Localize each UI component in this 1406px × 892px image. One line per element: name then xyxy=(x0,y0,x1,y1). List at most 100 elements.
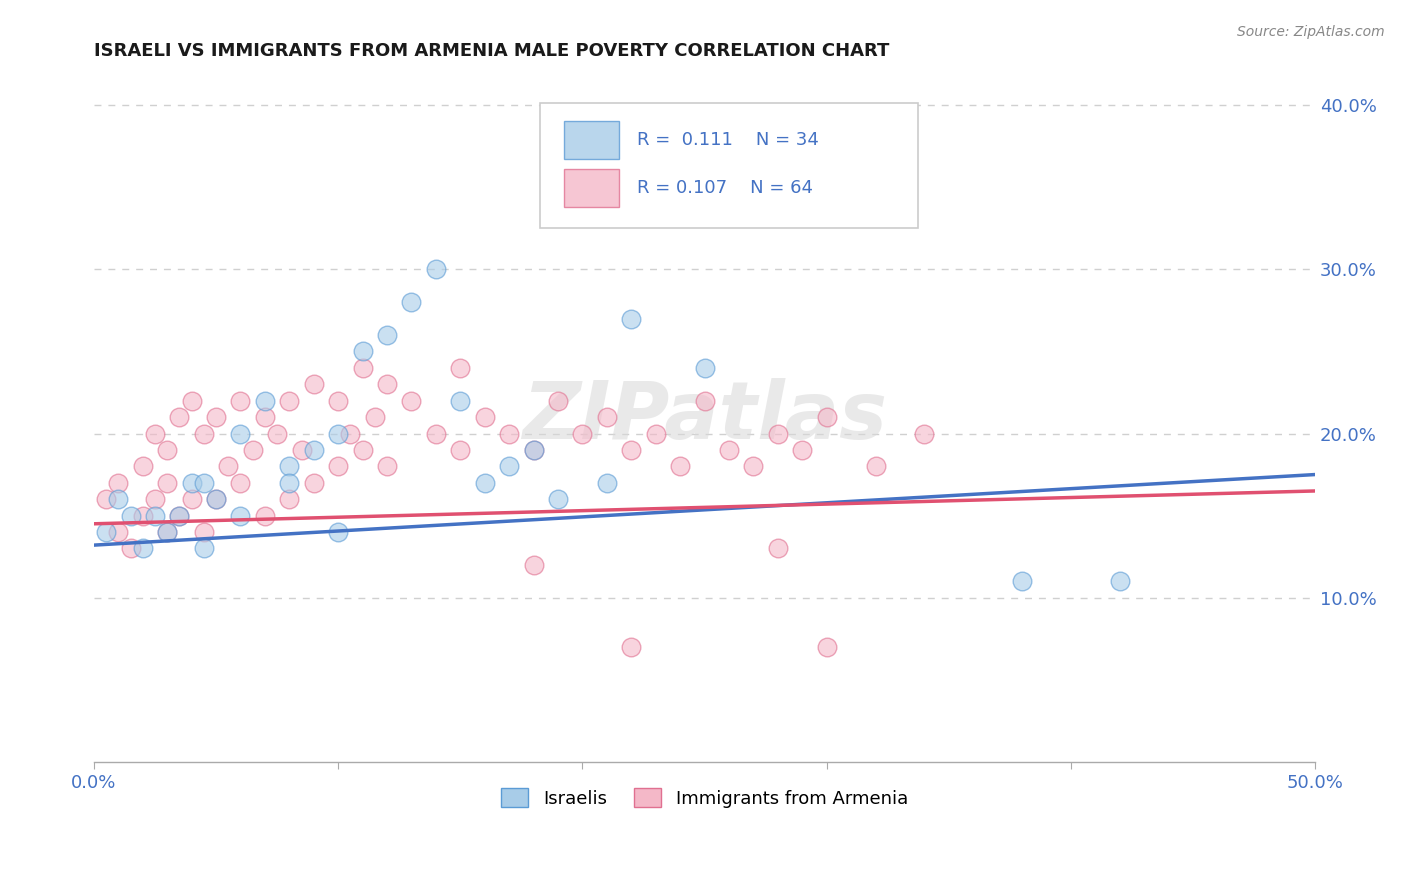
Point xyxy=(328,426,350,441)
Point xyxy=(169,508,191,523)
Point xyxy=(169,410,191,425)
Point xyxy=(180,475,202,490)
Point xyxy=(180,393,202,408)
Point xyxy=(449,393,471,408)
Point xyxy=(193,475,215,490)
Point xyxy=(229,393,252,408)
Point xyxy=(547,492,569,507)
Point xyxy=(352,360,374,375)
Point xyxy=(278,459,301,474)
Point xyxy=(669,459,692,474)
Point xyxy=(302,475,325,490)
Point xyxy=(169,508,191,523)
Point xyxy=(352,344,374,359)
Point xyxy=(815,640,838,654)
Text: Source: ZipAtlas.com: Source: ZipAtlas.com xyxy=(1237,25,1385,39)
Point xyxy=(132,541,155,556)
Point xyxy=(107,524,129,539)
Point xyxy=(620,640,643,654)
Point xyxy=(132,459,155,474)
Point xyxy=(596,475,619,490)
Point xyxy=(193,524,215,539)
Point xyxy=(425,262,447,277)
Point xyxy=(717,442,740,457)
Point xyxy=(339,426,361,441)
Point xyxy=(205,492,228,507)
Point xyxy=(94,524,117,539)
Point xyxy=(401,393,423,408)
Point xyxy=(107,475,129,490)
Point xyxy=(523,558,546,572)
Point xyxy=(120,508,142,523)
Point xyxy=(375,459,398,474)
Point xyxy=(474,475,496,490)
Point xyxy=(253,508,276,523)
Legend: Israelis, Immigrants from Armenia: Israelis, Immigrants from Armenia xyxy=(494,781,915,814)
Point xyxy=(143,492,166,507)
Point xyxy=(1108,574,1130,589)
FancyBboxPatch shape xyxy=(540,103,918,227)
Point xyxy=(278,393,301,408)
Text: R =  0.111    N = 34: R = 0.111 N = 34 xyxy=(637,131,820,149)
Point xyxy=(205,492,228,507)
Bar xyxy=(564,169,619,207)
Point xyxy=(693,360,716,375)
Point xyxy=(865,459,887,474)
Point xyxy=(229,426,252,441)
Point xyxy=(1011,574,1033,589)
Point xyxy=(547,393,569,408)
Point xyxy=(766,426,789,441)
Point xyxy=(156,442,179,457)
Point xyxy=(242,442,264,457)
Point xyxy=(302,442,325,457)
Point xyxy=(766,164,789,178)
Point xyxy=(498,426,520,441)
Point xyxy=(229,475,252,490)
Point xyxy=(328,524,350,539)
Point xyxy=(328,459,350,474)
Point xyxy=(364,410,387,425)
Point xyxy=(474,410,496,425)
Point xyxy=(401,295,423,310)
Point xyxy=(156,524,179,539)
Point xyxy=(742,459,765,474)
Point xyxy=(620,311,643,326)
Point xyxy=(620,442,643,457)
Point xyxy=(253,410,276,425)
Bar xyxy=(564,120,619,159)
Point xyxy=(253,393,276,408)
Point xyxy=(278,475,301,490)
Point xyxy=(217,459,239,474)
Point xyxy=(815,410,838,425)
Point xyxy=(792,442,814,457)
Point xyxy=(94,492,117,507)
Point xyxy=(328,393,350,408)
Point xyxy=(193,541,215,556)
Point xyxy=(523,442,546,457)
Point xyxy=(375,328,398,343)
Point xyxy=(290,442,312,457)
Point xyxy=(498,459,520,474)
Point xyxy=(266,426,288,441)
Point xyxy=(229,508,252,523)
Point xyxy=(205,410,228,425)
Text: R = 0.107    N = 64: R = 0.107 N = 64 xyxy=(637,179,814,197)
Point xyxy=(278,492,301,507)
Point xyxy=(143,426,166,441)
Point xyxy=(156,475,179,490)
Point xyxy=(912,426,935,441)
Point xyxy=(302,377,325,392)
Point xyxy=(693,393,716,408)
Point xyxy=(449,442,471,457)
Point xyxy=(425,426,447,441)
Point xyxy=(132,508,155,523)
Point xyxy=(523,442,546,457)
Point xyxy=(596,410,619,425)
Point xyxy=(449,360,471,375)
Point xyxy=(107,492,129,507)
Point xyxy=(193,426,215,441)
Point xyxy=(571,426,593,441)
Point xyxy=(143,508,166,523)
Point xyxy=(375,377,398,392)
Point xyxy=(766,541,789,556)
